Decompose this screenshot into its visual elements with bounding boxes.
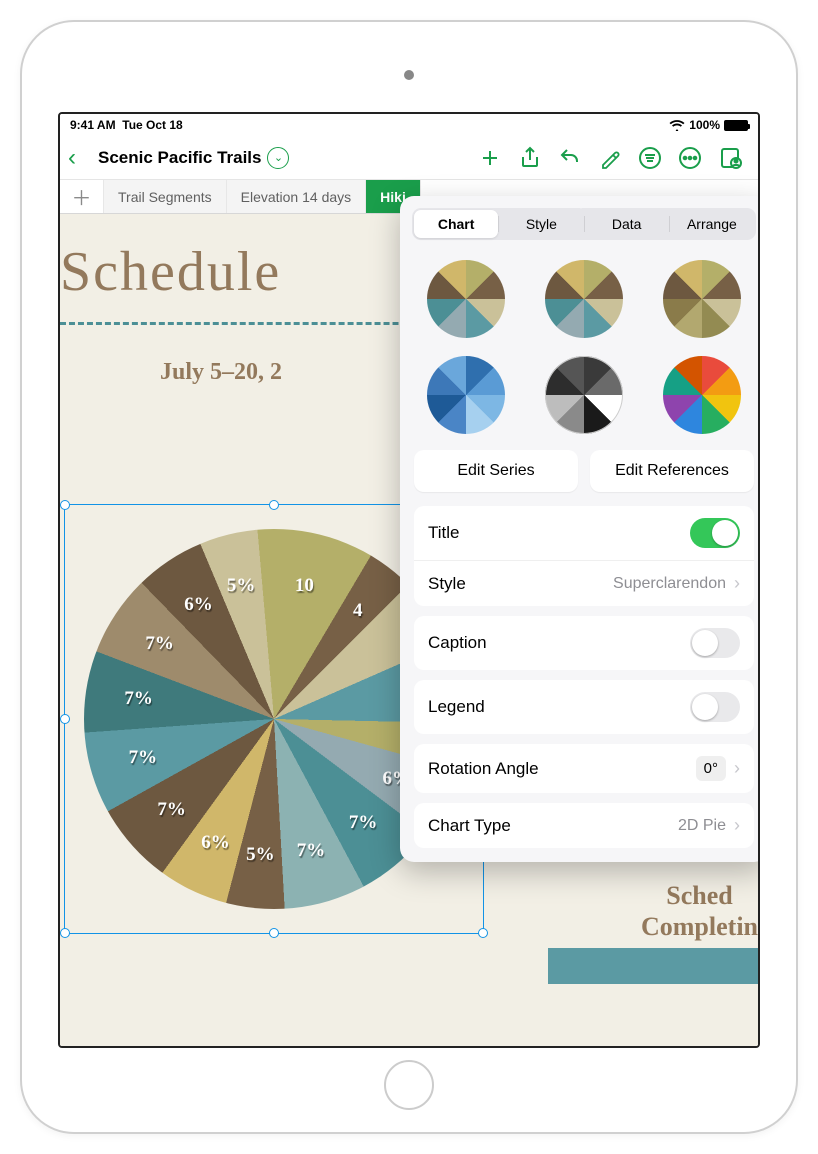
edit-references-button[interactable]: Edit References <box>590 450 754 492</box>
front-camera <box>404 70 414 80</box>
chevron-right-icon: › <box>734 815 740 836</box>
chart-type-label: Chart Type <box>428 816 511 836</box>
selection-handle[interactable] <box>269 928 279 938</box>
selection-handle[interactable] <box>478 928 488 938</box>
seg-item-data[interactable]: Data <box>585 210 669 238</box>
chart-type-row[interactable]: Chart Type 2D Pie › <box>414 803 754 848</box>
chart-type-value: 2D Pie <box>678 817 726 835</box>
pie-slice-label: 4 <box>353 600 363 622</box>
edit-series-button[interactable]: Edit Series <box>414 450 578 492</box>
pie-slice-label: 6% <box>201 832 230 854</box>
doc-menu-chevron-icon[interactable]: ⌄ <box>267 147 289 169</box>
battery-icon <box>724 120 748 131</box>
title-label: Title <box>428 523 460 543</box>
seg-item-chart[interactable]: Chart <box>414 210 498 238</box>
chevron-right-icon: › <box>734 758 740 779</box>
seg-item-arrange[interactable]: Arrange <box>670 210 754 238</box>
pie-slice-label: 10 <box>295 575 314 597</box>
selection-handle[interactable] <box>60 928 70 938</box>
home-button[interactable] <box>384 1060 434 1110</box>
collab-button[interactable] <box>710 146 750 170</box>
rotation-label: Rotation Angle <box>428 759 539 779</box>
pie-slice-label: 5% <box>246 844 275 866</box>
pie-slice-label: 5% <box>227 575 256 597</box>
pie-slice-label: 6% <box>184 594 213 616</box>
footer-bar <box>548 948 758 984</box>
pie-slice-label: 7% <box>145 633 174 655</box>
caption-row: Caption <box>414 616 754 670</box>
rotation-value: 0° <box>696 756 726 781</box>
ipad-frame: 9:41 AM Tue Oct 18 100% ‹ Scenic Pacific… <box>20 20 798 1134</box>
format-brush-button[interactable] <box>590 146 630 170</box>
screen: 9:41 AM Tue Oct 18 100% ‹ Scenic Pacific… <box>58 112 760 1048</box>
pie-slice-label: 7% <box>349 812 378 834</box>
chart-style-preset[interactable] <box>427 356 505 434</box>
chart-styles-grid <box>400 252 760 450</box>
chevron-right-icon: › <box>734 573 740 594</box>
filter-button[interactable] <box>630 146 670 170</box>
chart-style-preset[interactable] <box>545 356 623 434</box>
title-row: Title <box>414 506 754 561</box>
toolbar: ‹ Scenic Pacific Trails ⌄ <box>60 136 758 180</box>
pie-slice-label: 7% <box>129 747 158 769</box>
seg-item-style[interactable]: Style <box>499 210 583 238</box>
insert-button[interactable] <box>470 146 510 170</box>
style-label: Style <box>428 574 466 594</box>
format-popover: ChartStyleDataArrange Edit Series Edit R… <box>400 196 760 862</box>
style-value: Superclarendon <box>613 575 726 593</box>
pie-slice-label: 7% <box>124 688 153 710</box>
add-sheet-button[interactable]: ＋ <box>60 180 104 213</box>
status-bar: 9:41 AM Tue Oct 18 100% <box>60 114 758 136</box>
pie-slice-label: 7% <box>297 840 326 862</box>
status-right: 100% <box>669 118 748 132</box>
more-button[interactable] <box>670 146 710 170</box>
chart-style-preset[interactable] <box>663 356 741 434</box>
footer-text: Sched Completin <box>641 880 758 942</box>
chart-style-preset[interactable] <box>663 260 741 338</box>
wifi-icon <box>669 119 685 131</box>
style-row[interactable]: Style Superclarendon › <box>414 561 754 606</box>
share-button[interactable] <box>510 146 550 170</box>
caption-toggle[interactable] <box>690 628 740 658</box>
caption-label: Caption <box>428 633 487 653</box>
selection-handle[interactable] <box>60 714 70 724</box>
pie-slice-label: 7% <box>157 799 186 821</box>
chart-style-preset[interactable] <box>545 260 623 338</box>
title-toggle[interactable] <box>690 518 740 548</box>
legend-toggle[interactable] <box>690 692 740 722</box>
battery-pct: 100% <box>689 118 720 132</box>
format-segmented: ChartStyleDataArrange <box>412 208 756 240</box>
selection-handle[interactable] <box>60 500 70 510</box>
rotation-row[interactable]: Rotation Angle 0° › <box>414 744 754 793</box>
sheet-tab[interactable]: Trail Segments <box>104 180 227 213</box>
doc-title[interactable]: Scenic Pacific Trails <box>98 148 261 168</box>
status-time: 9:41 AM Tue Oct 18 <box>70 118 183 132</box>
legend-row: Legend <box>414 680 754 734</box>
selection-handle[interactable] <box>269 500 279 510</box>
chart-style-preset[interactable] <box>427 260 505 338</box>
back-button[interactable]: ‹ <box>68 146 96 170</box>
legend-label: Legend <box>428 697 485 717</box>
sheet-tab[interactable]: Elevation 14 days <box>227 180 367 213</box>
undo-button[interactable] <box>550 146 590 170</box>
